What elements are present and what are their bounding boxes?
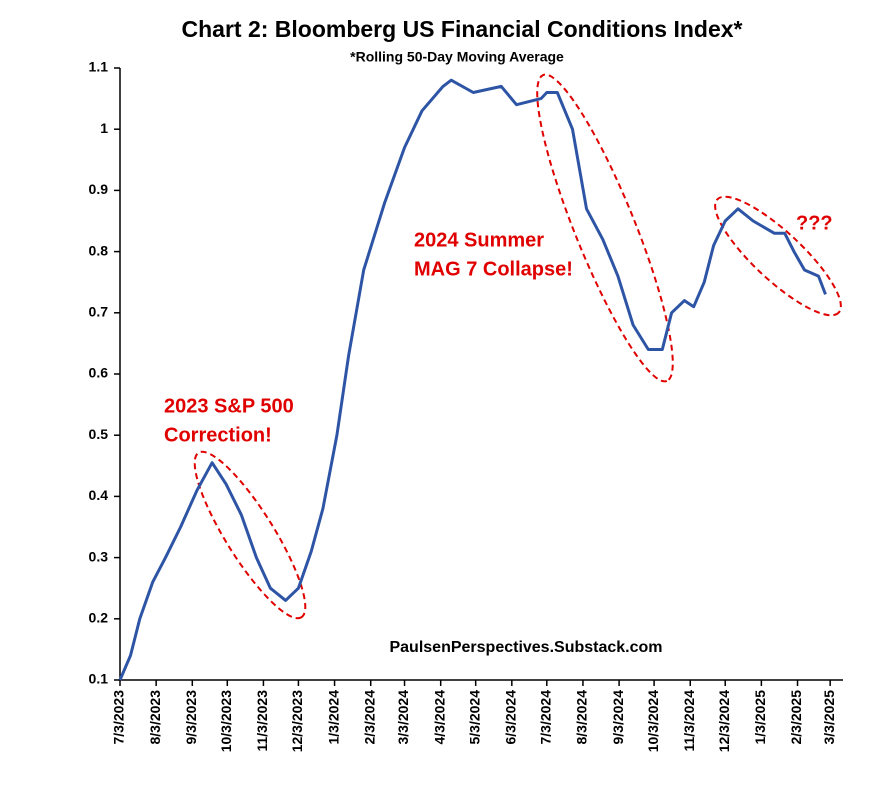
x-tick-label: 2/3/2024: [361, 690, 377, 745]
x-tick-label: 8/3/2024: [574, 690, 590, 745]
x-tick-label: 7/3/2024: [538, 690, 554, 745]
chart-subtitle: *Rolling 50-Day Moving Average: [350, 49, 564, 65]
x-tick-label: 9/3/2024: [610, 690, 626, 745]
y-tick-label: 0.1: [89, 671, 109, 687]
x-tick-label: 9/3/2023: [183, 690, 199, 745]
highlight-ellipse: [714, 195, 842, 317]
x-tick-label: 5/3/2024: [466, 690, 482, 745]
y-tick-label: 0.3: [89, 548, 109, 564]
x-tick-label: 7/3/2023: [111, 690, 127, 745]
x-tick-label: 3/3/2025: [821, 690, 837, 745]
x-tick-label: 8/3/2023: [147, 690, 163, 745]
x-tick-label: 12/3/2024: [716, 690, 732, 752]
y-tick-label: 0.5: [89, 426, 109, 442]
x-tick-label: 6/3/2024: [503, 690, 519, 745]
highlight-ellipse: [536, 73, 674, 383]
source-note: PaulsenPerspectives.Substack.com: [389, 639, 662, 656]
annotation: 2024 Summer: [414, 229, 544, 251]
annotation: MAG 7 Collapse!: [414, 258, 573, 280]
x-tick-label: 11/3/2024: [681, 690, 697, 752]
annotation: 2023 S&P 500: [164, 395, 294, 417]
x-tick-label: 3/3/2024: [395, 690, 411, 745]
y-tick-label: 1: [100, 120, 108, 136]
x-tick-label: 1/3/2025: [752, 690, 768, 745]
annotation: Correction!: [164, 424, 272, 446]
y-tick-label: 0.7: [89, 304, 109, 320]
annotation: ???: [796, 212, 833, 234]
y-tick-label: 0.9: [89, 181, 109, 197]
chart-title: Chart 2: Bloomberg US Financial Conditio…: [182, 16, 743, 42]
y-tick-label: 0.4: [89, 487, 109, 503]
highlight-ellipse: [193, 450, 307, 620]
x-tick-label: 1/3/2024: [325, 690, 341, 745]
y-tick-label: 0.6: [89, 365, 109, 381]
x-tick-label: 10/3/2024: [645, 690, 661, 752]
x-tick-label: 12/3/2023: [289, 690, 305, 752]
x-tick-label: 4/3/2024: [431, 690, 447, 745]
x-tick-label: 2/3/2025: [788, 690, 804, 745]
x-tick-label: 11/3/2023: [254, 690, 270, 752]
y-tick-label: 0.2: [89, 610, 109, 626]
x-tick-label: 10/3/2023: [218, 690, 234, 752]
y-tick-label: 1.1: [89, 59, 109, 75]
data-line: [118, 78, 827, 681]
y-tick-label: 0.8: [89, 242, 109, 258]
